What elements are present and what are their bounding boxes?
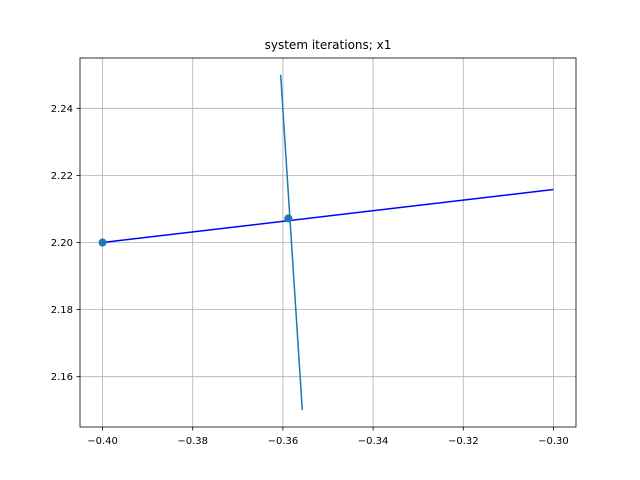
x-tick-label: −0.40 (87, 436, 118, 447)
tick-group: −0.40 −0.38 −0.36 −0.34 −0.32 −0.30 2.16 2.18 2.… (51, 104, 569, 447)
y-tick-label: 2.16 (51, 372, 73, 383)
marker-group (98, 214, 293, 247)
y-tick-label: 2.22 (51, 171, 73, 182)
x-tick-label: −0.32 (448, 436, 479, 447)
y-tick-label: 2.20 (51, 238, 73, 249)
x-tick-label: −0.30 (538, 436, 569, 447)
y-tick-label: 2.24 (51, 104, 73, 115)
x-tick-label: −0.34 (358, 436, 389, 447)
series-group (102, 74, 554, 411)
chart-title: system iterations; x1 (265, 38, 392, 52)
series-line-1 (102, 188, 554, 244)
x-tick-label: −0.36 (268, 436, 299, 447)
series-line-2 (279, 74, 304, 411)
x-tick-label: −0.38 (177, 436, 208, 447)
y-tick-label: 2.18 (51, 305, 73, 316)
data-point-marker-2 (284, 214, 293, 223)
data-point-marker-1 (98, 238, 107, 247)
